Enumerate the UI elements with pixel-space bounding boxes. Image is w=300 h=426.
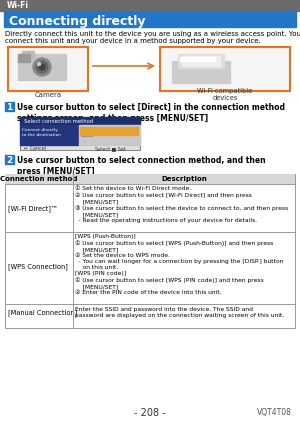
Text: Wi-Fi compatible
devices: Wi-Fi compatible devices bbox=[197, 88, 253, 101]
Bar bbox=[172, 62, 230, 84]
Bar bbox=[160, 48, 290, 92]
Bar bbox=[22, 52, 34, 59]
Text: Select connection method: Select connection method bbox=[24, 119, 93, 124]
Bar bbox=[79, 126, 140, 146]
Text: Connection method: Connection method bbox=[0, 176, 78, 182]
Circle shape bbox=[38, 63, 40, 66]
Bar bbox=[5, 175, 295, 328]
Text: 2: 2 bbox=[6, 155, 13, 164]
Bar bbox=[20, 118, 140, 126]
Text: ① Set the device to Wi-Fi Direct mode.
② Use cursor button to select [Wi-Fi Dire: ① Set the device to Wi-Fi Direct mode. ②… bbox=[75, 186, 288, 222]
Text: connect this unit and your device in a method supported by your device.: connect this unit and your device in a m… bbox=[5, 37, 261, 43]
Text: Connect directly
to the destination: Connect directly to the destination bbox=[22, 128, 61, 136]
Text: 1: 1 bbox=[6, 103, 13, 112]
Text: Wi-Fi: Wi-Fi bbox=[7, 2, 29, 11]
Text: [Manual Connection]: [Manual Connection] bbox=[8, 308, 77, 315]
Circle shape bbox=[36, 62, 48, 74]
Text: VQT4T08: VQT4T08 bbox=[257, 407, 292, 416]
Bar bbox=[180, 61, 216, 63]
Text: Use cursor button to select connection method, and then
press [MENU/SET]: Use cursor button to select connection m… bbox=[17, 155, 266, 176]
Bar bbox=[18, 55, 66, 81]
Text: Connecting directly: Connecting directly bbox=[9, 14, 146, 27]
Text: No Network
Direct: No Network Direct bbox=[82, 129, 106, 137]
Text: Select ■ Set: Select ■ Set bbox=[95, 146, 126, 151]
Text: [Wi-Fi Direct]™: [Wi-Fi Direct]™ bbox=[8, 204, 58, 211]
Circle shape bbox=[33, 59, 51, 77]
Text: Camera: Camera bbox=[34, 92, 62, 98]
Bar bbox=[20, 126, 78, 146]
Bar bbox=[5, 103, 14, 112]
Bar bbox=[0, 0, 300, 12]
Circle shape bbox=[39, 65, 45, 71]
Text: Use cursor button to select [Direct] in the connection method
settings screen, a: Use cursor button to select [Direct] in … bbox=[17, 103, 285, 123]
Bar bbox=[4, 12, 296, 28]
Bar bbox=[8, 48, 88, 92]
Bar bbox=[80, 128, 138, 136]
Text: ↵ Cancel: ↵ Cancel bbox=[24, 146, 46, 151]
Bar bbox=[5, 155, 14, 164]
Text: Enter the SSID and password into the device. The SSID and
password are displayed: Enter the SSID and password into the dev… bbox=[75, 306, 284, 317]
Bar bbox=[20, 118, 140, 151]
Text: - 208 -: - 208 - bbox=[134, 407, 166, 417]
Text: [WPS (Push-Button)]
① Use cursor button to select [WPS (Push-Button)] and then p: [WPS (Push-Button)] ① Use cursor button … bbox=[75, 234, 284, 294]
Text: [WPS Connection]: [WPS Connection] bbox=[8, 262, 68, 269]
Bar bbox=[182, 57, 220, 67]
Bar bbox=[180, 58, 216, 60]
Bar bbox=[178, 55, 224, 69]
Bar bbox=[5, 175, 295, 184]
Bar bbox=[18, 55, 30, 63]
Text: Description: Description bbox=[161, 176, 207, 182]
Text: Directly connect this unit to the device you are using as a wireless access poin: Directly connect this unit to the device… bbox=[5, 31, 300, 37]
